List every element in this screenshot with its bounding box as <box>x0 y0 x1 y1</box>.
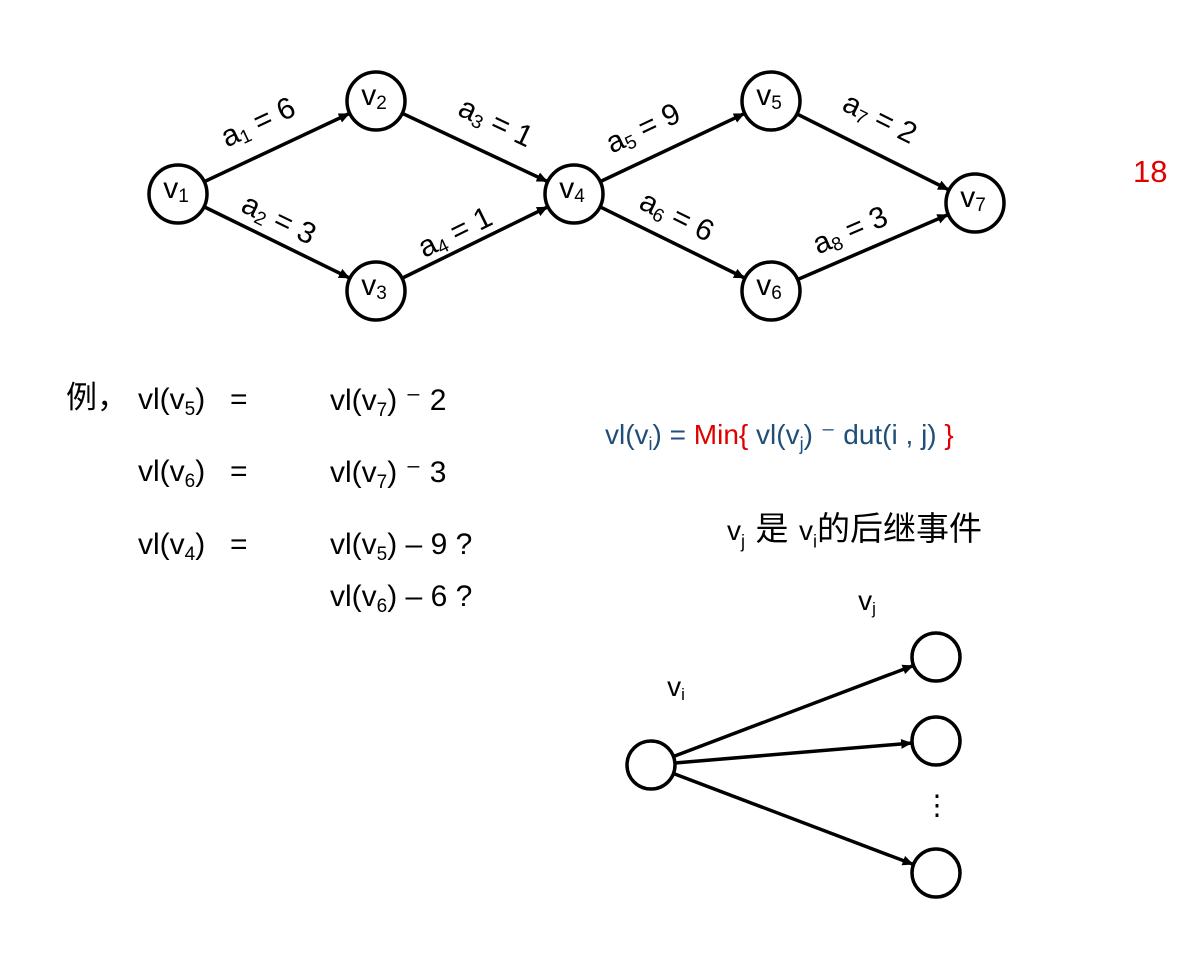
edge-a6 <box>599 205 745 280</box>
node-v1 <box>147 163 209 225</box>
successor-node-3 <box>910 847 962 899</box>
node-label-v4: v4 <box>559 172 585 207</box>
node-v3 <box>345 260 407 322</box>
ellipsis-icon: ⋮ <box>923 789 951 822</box>
fan-edge-2 <box>674 738 913 765</box>
edge-label-a6: a6 = 6 <box>634 184 720 250</box>
example-row-3-rhs: vl(v5) – 9 ? <box>330 528 473 565</box>
edge-label-a3: a3 = 1 <box>453 90 539 155</box>
fan-edge-1 <box>672 664 914 759</box>
example-row-2-rhs: vl(v7) ⁻ 3 <box>330 456 447 493</box>
edge-a8 <box>796 213 949 282</box>
node-label-v7: v7 <box>960 181 986 216</box>
formula-close-brace: } <box>936 419 954 450</box>
node-v5 <box>740 70 802 132</box>
edge-a2 <box>203 205 350 280</box>
node-v6 <box>740 260 802 322</box>
successor-node-2 <box>910 715 962 767</box>
node-label-v2: v2 <box>361 79 387 114</box>
example-prefix: 例， <box>66 380 128 416</box>
example-row-2-lhs: vl(v6) <box>138 455 206 492</box>
fan-label-vi: vi <box>667 671 685 704</box>
edge-label-a4: a4 = 1 <box>413 200 499 266</box>
edge-label-a8: a8 = 3 <box>808 199 894 262</box>
example-row-1-rhs: vl(v7) ⁻ 2 <box>330 384 447 421</box>
node-v7 <box>944 172 1006 234</box>
min-keyword: Min{ <box>693 419 749 450</box>
edge-a4 <box>401 205 548 280</box>
node-v4 <box>543 163 605 225</box>
edge-label-a5: a5 = 9 <box>601 96 687 161</box>
source-node-vi <box>625 739 677 791</box>
example-row-1-op: = <box>230 383 248 416</box>
edge-a7 <box>796 112 950 192</box>
edge-label-a1: a1 = 6 <box>216 90 302 155</box>
example-row-4-rhs: vl(v6) – 6 ? <box>330 580 473 617</box>
node-label-v5: v5 <box>756 79 782 114</box>
example-row-3-op: = <box>230 528 248 561</box>
successor-note: vj 是 vi的后继事件 <box>727 509 982 552</box>
example-row-3-lhs: vl(v4) <box>138 528 206 565</box>
edge-a5 <box>599 112 745 184</box>
edge-a3 <box>401 111 548 183</box>
node-label-v1: v1 <box>163 172 189 207</box>
node-v2 <box>345 70 407 132</box>
node-label-v3: v3 <box>361 269 387 304</box>
example-row-2-op: = <box>230 455 248 488</box>
fan-label-vj: vj <box>858 585 876 618</box>
page-number: 18 <box>1133 154 1168 189</box>
edge-a1 <box>203 112 350 184</box>
example-row-1-lhs: vl(v5) <box>138 383 206 420</box>
vl-formula: vl(vi) = Min{ vl(vj) ⁻ dut(i , j) } <box>605 419 954 454</box>
fan-edge-3 <box>672 771 914 866</box>
node-label-v6: v6 <box>756 269 782 304</box>
successor-node-1 <box>910 631 962 683</box>
